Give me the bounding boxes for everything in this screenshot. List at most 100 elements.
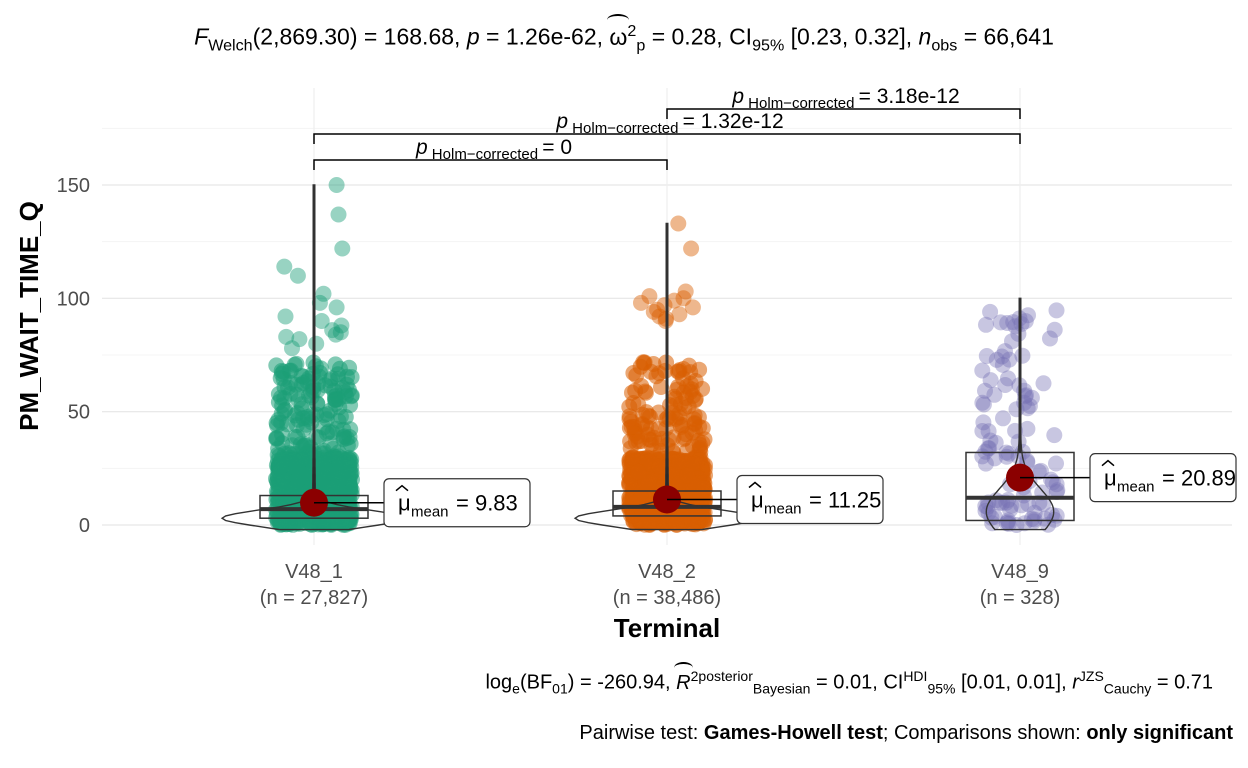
omega-sup: 2: [627, 22, 637, 40]
mean-value-label: = 20.89: [1162, 466, 1236, 491]
comparison-p-sub: Holm−corrected: [744, 95, 859, 112]
comparison-p-value: = 1.32e-12: [683, 110, 784, 133]
data-point: [1032, 462, 1049, 479]
violin-outline: [220, 184, 408, 531]
outlier-point: [670, 215, 687, 232]
y-tick-label: 50: [68, 402, 90, 424]
outlier-point: [671, 306, 688, 323]
data-point: [295, 368, 312, 385]
data-point: [681, 357, 697, 374]
y-tick-label: 0: [79, 515, 90, 537]
data-point: [640, 474, 657, 491]
outlier-point: [328, 177, 345, 193]
data-point: [668, 516, 685, 533]
data-point: [268, 357, 285, 374]
data-point: [978, 348, 995, 364]
data-point: [1016, 515, 1033, 532]
data-point: [282, 484, 299, 501]
data-point: [270, 458, 287, 475]
data-point: [331, 454, 348, 471]
data-point: [624, 449, 641, 466]
bf-sub-01: 01: [552, 680, 568, 697]
bf-sub-e: e: [512, 680, 520, 697]
data-point: [994, 356, 1011, 373]
comparison-bracket: [313, 133, 1021, 144]
data-point: [270, 394, 287, 411]
r-sup: JZS: [1078, 668, 1104, 684]
mean-symbol: μ: [398, 491, 411, 516]
data-point: [272, 370, 289, 387]
data-point: [998, 515, 1015, 532]
n-value: = 66,641: [963, 23, 1054, 50]
data-point: [1013, 497, 1030, 514]
outlier-point: [311, 294, 328, 311]
data-point: [980, 423, 997, 440]
p-value: = 1.26e-62,: [486, 23, 604, 50]
data-point: [1048, 302, 1065, 319]
data-point: [982, 432, 999, 449]
ci-label: CI: [729, 23, 753, 50]
data-point: [1026, 511, 1043, 528]
data-point: [342, 435, 359, 452]
y-tick-label: 100: [57, 288, 90, 310]
data-point: [1020, 496, 1037, 513]
mean-value-label: = 11.25: [809, 488, 881, 513]
comparison-p-value: = 3.18e-12: [859, 85, 960, 108]
mean-label-box: [383, 478, 531, 528]
outlier-point: [333, 317, 350, 334]
data-point: [974, 362, 991, 379]
omega-sub: p: [636, 36, 646, 55]
data-point: [1004, 333, 1020, 350]
data-point: [269, 473, 286, 490]
data-point: [978, 316, 994, 333]
mean-sub: mean: [764, 501, 802, 518]
data-point: [999, 315, 1016, 331]
mean-hat-mark: [395, 484, 409, 492]
violin-outline: [573, 222, 761, 531]
data-point: [292, 464, 309, 481]
r2-value: = 0.01,: [816, 671, 878, 694]
mean-label-box: [1089, 453, 1237, 503]
data-point: [977, 382, 993, 399]
data-point: [982, 303, 999, 320]
r2-label: R: [674, 661, 694, 694]
data-point: [1019, 420, 1036, 437]
outlier-point: [633, 294, 649, 311]
omega-value: = 0.28,: [651, 23, 723, 50]
data-point: [1049, 482, 1066, 499]
data-point: [651, 458, 668, 475]
comparison-p-label: p: [731, 85, 744, 108]
comparison-bracket: [666, 108, 1021, 119]
data-point: [340, 468, 357, 485]
data-point: [327, 356, 344, 373]
data-point: [694, 435, 711, 451]
comparison-label: p Holm−corrected = 0: [415, 136, 572, 163]
outlier-point: [328, 299, 345, 316]
hdi-sub: 95%: [927, 680, 956, 697]
f-label: F: [194, 23, 209, 50]
data-point: [287, 429, 304, 445]
data-point: [980, 504, 997, 521]
data-point: [653, 379, 669, 395]
data-point: [1005, 314, 1022, 331]
comparison-p-sub: Holm−corrected: [428, 146, 543, 163]
data-point: [988, 351, 1005, 368]
data-point: [986, 450, 1003, 467]
x-tick-n-label: (n = 328): [980, 587, 1061, 609]
data-point: [993, 348, 1010, 365]
data-point: [982, 372, 999, 389]
data-point: [630, 463, 647, 480]
comparison-bracket: [313, 159, 668, 170]
data-point: [1023, 389, 1040, 406]
outlier-point: [651, 308, 668, 325]
outlier-point: [645, 303, 662, 320]
data-point: [999, 514, 1016, 531]
hdi-ci-label: CI: [883, 671, 904, 694]
data-point: [1002, 501, 1019, 518]
bf-value: ) = -260.94,: [567, 671, 671, 694]
outlier-point: [675, 290, 692, 307]
data-point: [1036, 510, 1053, 527]
f-args: (2,869.30) = 168.68,: [252, 23, 461, 50]
data-point: [630, 433, 647, 450]
data-point: [1003, 497, 1020, 514]
